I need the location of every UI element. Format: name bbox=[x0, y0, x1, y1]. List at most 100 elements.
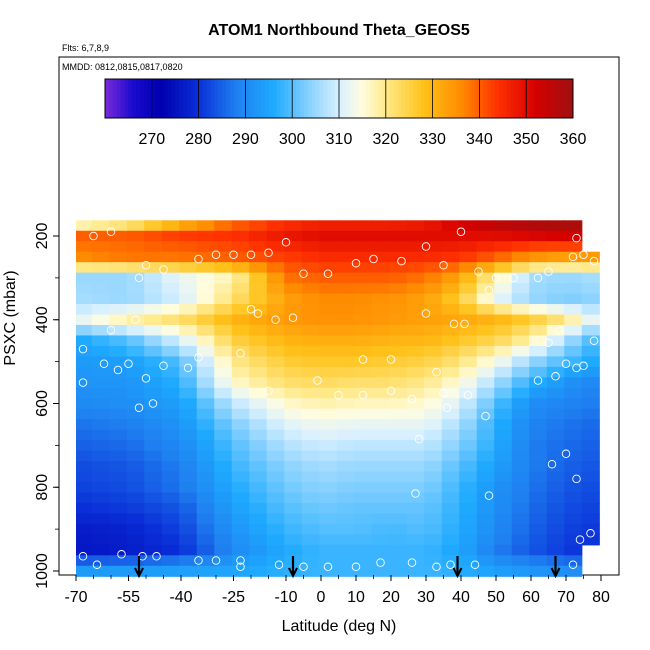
heatmap-cell bbox=[406, 262, 425, 274]
observation-point bbox=[411, 489, 420, 498]
heatmap-cell bbox=[126, 387, 145, 399]
heatmap-cell bbox=[161, 429, 180, 441]
colorbar-swatch bbox=[561, 79, 566, 118]
heatmap-cell bbox=[459, 544, 478, 556]
heatmap-cell bbox=[336, 450, 355, 462]
heatmap-cell bbox=[371, 366, 390, 378]
heatmap-cell bbox=[389, 523, 408, 535]
x-axis-label: Latitude (deg N) bbox=[282, 618, 397, 635]
heatmap-cell bbox=[301, 471, 320, 483]
heatmap-cell bbox=[214, 523, 233, 535]
heatmap-cell bbox=[214, 534, 233, 546]
heatmap-cell bbox=[371, 555, 390, 567]
heatmap-cell bbox=[126, 471, 145, 483]
heatmap-cell bbox=[354, 398, 373, 410]
heatmap-cell bbox=[266, 398, 285, 410]
heatmap-cell bbox=[424, 513, 443, 525]
colorbar-swatch bbox=[296, 79, 301, 118]
heatmap-cell bbox=[126, 440, 145, 452]
heatmap-cell bbox=[371, 408, 390, 420]
heatmap-cell bbox=[371, 241, 390, 253]
heatmap-cell bbox=[319, 366, 338, 378]
heatmap-cell bbox=[336, 419, 355, 431]
heatmap-cell bbox=[109, 251, 128, 263]
colorbar-swatch bbox=[362, 79, 367, 118]
heatmap-cell bbox=[529, 429, 548, 441]
heatmap-cell bbox=[389, 461, 408, 473]
heatmap-cell bbox=[126, 377, 145, 389]
heatmap-cell bbox=[564, 241, 583, 253]
heatmap-cell bbox=[179, 324, 198, 337]
heatmap-cell bbox=[249, 398, 268, 410]
heatmap-cell bbox=[76, 482, 93, 494]
heatmap-cell bbox=[336, 272, 355, 284]
heatmap-cell bbox=[161, 492, 180, 504]
heatmap-cell bbox=[231, 314, 250, 326]
heatmap-cell bbox=[336, 534, 355, 546]
heatmap-cell bbox=[581, 314, 600, 326]
heatmap-cell bbox=[441, 502, 460, 515]
heatmap-cell bbox=[441, 230, 460, 242]
heatmap-cell bbox=[179, 283, 198, 295]
heatmap-cell bbox=[441, 429, 460, 441]
heatmap-cell bbox=[231, 523, 250, 535]
heatmap-cell bbox=[161, 408, 180, 420]
heatmap-cell bbox=[389, 544, 408, 556]
heatmap-cell bbox=[126, 398, 145, 410]
heatmap-cell bbox=[511, 429, 530, 441]
heatmap-cell bbox=[109, 408, 128, 420]
heatmap-cell bbox=[126, 262, 145, 274]
heatmap-cell bbox=[581, 513, 600, 525]
y-tick-label: 600 bbox=[34, 390, 51, 417]
heatmap-cell bbox=[581, 502, 600, 515]
heatmap-cell bbox=[319, 220, 338, 232]
heatmap-cell bbox=[144, 251, 163, 263]
heatmap-cell bbox=[319, 251, 338, 263]
heatmap-cell bbox=[476, 230, 495, 242]
observation-point bbox=[288, 313, 298, 322]
heatmap-cell bbox=[144, 513, 163, 525]
heatmap-cell bbox=[336, 314, 355, 326]
heatmap-cell bbox=[91, 502, 110, 515]
heatmap-cell bbox=[319, 324, 338, 337]
heatmap-cell bbox=[214, 251, 233, 263]
heatmap-cell bbox=[336, 513, 355, 525]
heatmap-cell bbox=[564, 429, 583, 441]
heatmap-cell bbox=[459, 419, 478, 431]
heatmap-cell bbox=[91, 440, 110, 452]
heatmap-cell bbox=[389, 335, 408, 347]
heatmap-cell bbox=[196, 408, 215, 420]
heatmap-cell bbox=[476, 555, 495, 567]
observation-point bbox=[194, 353, 203, 362]
heatmap-cell bbox=[249, 492, 268, 504]
chart-title: ATOM1 Northbound Theta_GEOS5 bbox=[208, 22, 470, 39]
heatmap-cell bbox=[406, 241, 425, 253]
heatmap-cell bbox=[389, 241, 408, 253]
heatmap-cell bbox=[284, 471, 303, 483]
heatmap-cell bbox=[109, 335, 128, 347]
observation-point bbox=[152, 552, 161, 561]
heatmap-cell bbox=[546, 230, 565, 242]
heatmap-cell bbox=[406, 304, 425, 316]
observation-point bbox=[533, 376, 543, 385]
colorbar-swatch bbox=[272, 79, 278, 118]
heatmap-cell bbox=[511, 356, 530, 368]
heatmap-cell bbox=[546, 534, 565, 546]
observation-point bbox=[194, 556, 203, 565]
heatmap-cell bbox=[459, 461, 478, 473]
heatmap-cell bbox=[91, 335, 110, 347]
heatmap-cell bbox=[336, 482, 355, 494]
heatmap-cell bbox=[249, 272, 268, 284]
heatmap-cell bbox=[476, 482, 495, 494]
heatmap-cell bbox=[249, 283, 268, 295]
heatmap-cell bbox=[231, 450, 250, 462]
observation-point bbox=[414, 434, 424, 444]
heatmap-cell bbox=[161, 230, 180, 242]
heatmap-cell bbox=[581, 377, 600, 389]
heatmap-cell bbox=[91, 241, 110, 253]
heatmap-cell bbox=[144, 335, 163, 347]
heatmap-cell bbox=[126, 293, 145, 305]
x-tick-label: -55 bbox=[117, 589, 140, 606]
observation-point bbox=[159, 361, 168, 371]
heatmap-cell bbox=[214, 314, 233, 326]
